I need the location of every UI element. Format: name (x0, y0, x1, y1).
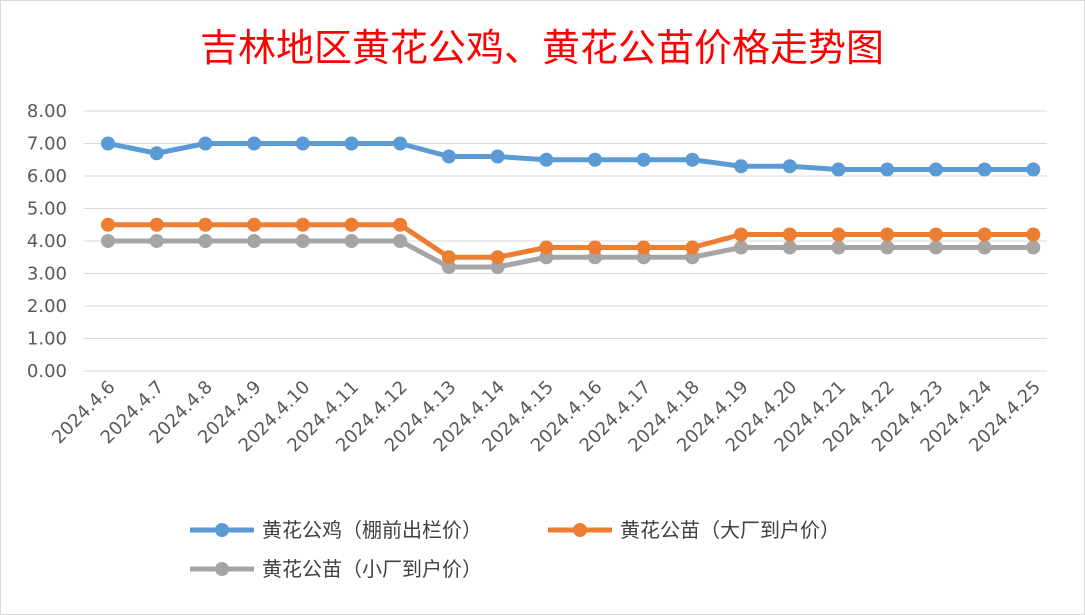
data-point (539, 152, 554, 167)
data-point (344, 234, 359, 248)
legend-label: 黄花公苗（大厂到户价） (620, 518, 840, 542)
data-point (441, 260, 456, 274)
data-point (344, 217, 359, 232)
y-tick-label: 5.00 (27, 199, 67, 220)
data-point (685, 250, 700, 265)
data-point (149, 234, 164, 248)
data-point (977, 227, 992, 242)
data-point (685, 152, 700, 167)
y-axis-tick-labels: 0.00 1.00 2.00 3.00 4.00 5.00 6.00 7.00 8.00 (27, 101, 67, 382)
legend-item: 黄花公鸡（棚前出栏价） (190, 518, 482, 542)
data-point (393, 234, 408, 248)
y-tick-label: 4.00 (27, 231, 67, 252)
data-point (490, 149, 505, 164)
data-point (831, 240, 846, 255)
data-point (247, 234, 262, 248)
legend-label: 黄花公鸡（棚前出栏价） (262, 518, 482, 542)
data-point (928, 162, 943, 177)
data-point (441, 149, 456, 164)
data-point (247, 217, 262, 232)
y-tick-label: 3.00 (27, 264, 67, 285)
data-point (636, 250, 651, 265)
data-point (734, 240, 749, 255)
data-point (295, 217, 310, 232)
data-point (539, 240, 554, 255)
legend-swatch-marker (215, 562, 229, 576)
data-point (101, 234, 115, 248)
data-point (782, 240, 797, 255)
series-line (108, 222, 1034, 260)
y-tick-label: 0.00 (27, 361, 67, 382)
data-point (441, 250, 456, 265)
data-point (880, 227, 895, 242)
data-point (149, 146, 164, 161)
data-point (636, 240, 651, 255)
x-axis-tick-labels: 2024.4.62024.4.72024.4.82024.4.92024.4.1… (48, 377, 1045, 457)
series-line (108, 238, 1034, 270)
data-point (198, 234, 213, 248)
data-point (782, 159, 797, 174)
data-point (831, 227, 846, 242)
legend-swatch-marker (215, 523, 229, 537)
data-point (295, 234, 310, 248)
data-point (539, 250, 554, 265)
data-point (393, 217, 408, 232)
series (101, 234, 1041, 274)
legend-item: 黄花公苗（小厂到户价） (190, 557, 482, 581)
data-point (636, 152, 651, 167)
legend: 黄花公鸡（棚前出栏价） 黄花公苗（大厂到户价） 黄花公苗（小厂到户价） (190, 518, 840, 581)
data-point (880, 240, 895, 255)
data-point (977, 240, 992, 255)
data-point (393, 136, 408, 151)
data-point (295, 136, 310, 151)
data-point (490, 260, 505, 274)
series (101, 217, 1041, 265)
y-tick-label: 8.00 (27, 101, 67, 122)
data-point (101, 217, 115, 232)
data-point (734, 227, 749, 242)
data-point (247, 136, 262, 151)
data-point (928, 227, 943, 242)
data-point (588, 152, 602, 167)
y-tick-label: 7.00 (27, 134, 67, 155)
data-point (831, 162, 846, 177)
data-point (1026, 227, 1041, 242)
data-point (928, 240, 943, 255)
data-point (198, 136, 213, 151)
data-point (344, 136, 359, 151)
chart-title: 吉林地区黄花公鸡、黄花公苗价格走势图 (200, 26, 884, 70)
data-point (149, 217, 164, 232)
series-lines (101, 136, 1041, 274)
data-point (977, 162, 992, 177)
series (101, 136, 1041, 177)
series-line (107, 141, 1034, 172)
data-point (588, 240, 602, 255)
legend-label: 黄花公苗（小厂到户价） (262, 557, 482, 581)
data-point (880, 162, 895, 177)
data-point (101, 136, 115, 151)
legend-swatch-marker (573, 523, 587, 537)
data-point (198, 217, 213, 232)
y-tick-label: 2.00 (27, 296, 67, 317)
data-point (1026, 162, 1041, 177)
data-point (734, 159, 749, 174)
legend-item: 黄花公苗（大厂到户价） (548, 518, 840, 542)
data-point (1026, 240, 1041, 255)
data-point (685, 240, 700, 255)
y-tick-label: 6.00 (27, 166, 67, 187)
data-point (490, 250, 505, 265)
data-point (588, 250, 602, 265)
y-tick-label: 1.00 (27, 329, 67, 350)
data-point (782, 227, 797, 242)
